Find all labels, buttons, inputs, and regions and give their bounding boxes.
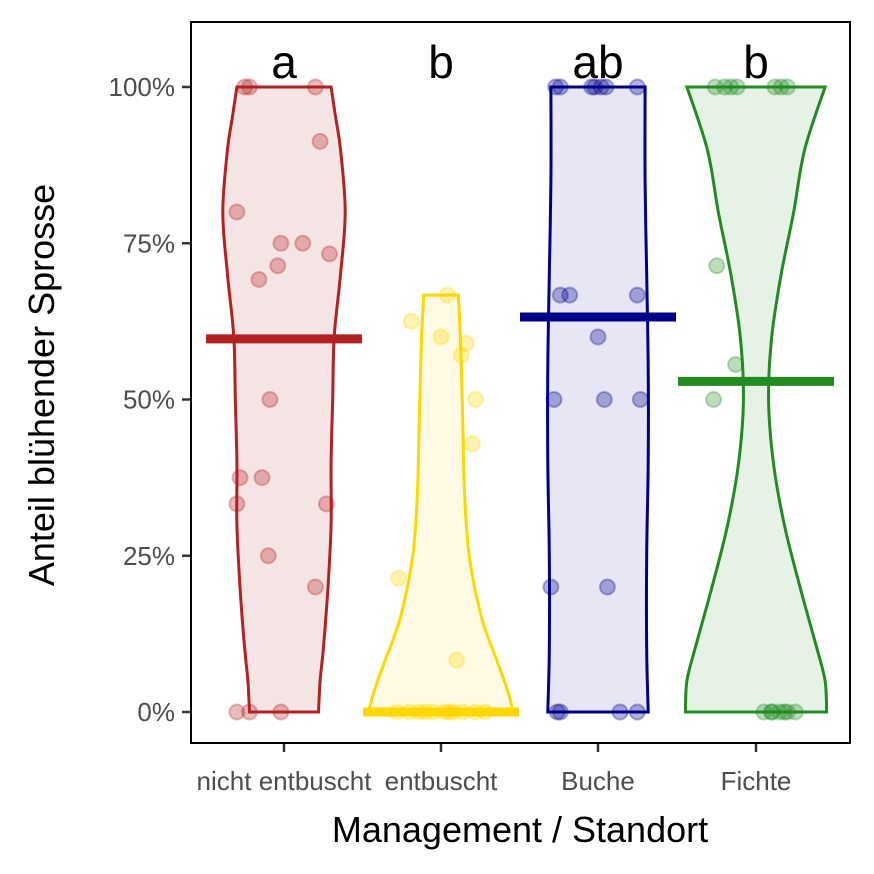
y-axis-title: Anteil blühender Sprosse <box>21 184 62 586</box>
data-point <box>259 547 277 565</box>
data-point <box>551 78 569 96</box>
data-point <box>772 78 790 96</box>
data-point <box>402 312 420 330</box>
data-point <box>631 391 649 408</box>
points-layer <box>228 78 804 721</box>
data-point <box>545 391 563 408</box>
mean-layer <box>206 312 834 717</box>
data-point <box>467 391 484 408</box>
data-point <box>269 257 287 275</box>
data-point <box>306 578 324 596</box>
data-point <box>228 495 246 513</box>
data-point <box>727 356 745 373</box>
data-point <box>708 257 726 275</box>
data-point <box>722 78 740 96</box>
data-point <box>321 245 338 263</box>
data-point <box>272 234 290 252</box>
data-point <box>775 703 793 721</box>
data-point <box>390 569 408 587</box>
axes: nicht entbuscht entbuscht Buche Fichte 0% 25%… <box>109 21 851 796</box>
data-point <box>771 703 788 721</box>
data-point <box>463 435 481 453</box>
data-point <box>547 78 565 96</box>
data-point <box>542 578 560 596</box>
data-point <box>628 78 646 96</box>
data-point <box>597 78 615 96</box>
y-tick-label: 50% <box>123 385 175 415</box>
data-point <box>628 703 646 721</box>
violin-0 <box>221 85 347 714</box>
data-point <box>778 78 796 96</box>
data-point <box>706 78 724 96</box>
violin-3 <box>683 85 829 714</box>
data-point <box>778 703 796 721</box>
data-point <box>551 703 569 721</box>
significance-letter: ab <box>572 36 623 88</box>
data-point <box>598 578 616 596</box>
data-point <box>716 78 734 96</box>
data-point <box>628 286 646 304</box>
x-axis-title: Management / Standort <box>332 809 708 850</box>
data-point <box>306 78 324 96</box>
data-point <box>448 651 466 669</box>
data-point <box>589 328 607 346</box>
data-point <box>432 328 450 346</box>
data-point <box>261 391 279 408</box>
y-tick-label: 100% <box>109 72 176 102</box>
data-point <box>586 78 604 96</box>
data-point <box>241 78 258 96</box>
y-tick-label: 0% <box>137 697 175 727</box>
data-point <box>231 469 249 487</box>
significance-letter: b <box>428 36 454 88</box>
data-point <box>236 78 254 96</box>
violin-1 <box>366 293 516 714</box>
panel-border <box>190 21 851 744</box>
data-point <box>253 469 271 487</box>
data-point <box>595 391 613 408</box>
data-point <box>241 703 258 721</box>
violin-2 <box>546 85 650 714</box>
data-point <box>228 203 246 221</box>
data-point <box>272 703 290 721</box>
x-tick-label: Fichte <box>721 766 792 796</box>
x-tick-label: entbuscht <box>385 766 499 796</box>
data-point <box>561 286 579 304</box>
data-point <box>786 703 804 721</box>
data-point <box>728 78 746 96</box>
data-point <box>250 271 268 288</box>
x-tick-label: Buche <box>561 766 635 796</box>
significance-letter: a <box>271 36 297 88</box>
data-point <box>311 132 329 150</box>
data-point <box>763 703 781 721</box>
data-point <box>228 703 246 721</box>
data-point <box>592 78 610 96</box>
x-tick-label: nicht entbuscht <box>197 766 373 796</box>
significance-letter: b <box>743 36 769 88</box>
violin-layer <box>221 85 829 714</box>
data-point <box>755 703 773 721</box>
data-point <box>551 286 569 304</box>
y-tick-label: 25% <box>123 541 175 571</box>
data-point <box>294 234 312 252</box>
data-point <box>438 286 456 304</box>
data-point <box>452 346 470 364</box>
data-point <box>766 78 784 96</box>
y-tick-label: 75% <box>123 228 175 258</box>
data-point <box>548 703 566 721</box>
data-point <box>317 495 335 513</box>
letter-layer: a b ab b <box>271 36 769 88</box>
data-point <box>457 334 475 352</box>
data-point <box>611 703 629 721</box>
data-point <box>583 78 601 96</box>
data-point <box>705 391 723 408</box>
data-point <box>763 703 781 721</box>
